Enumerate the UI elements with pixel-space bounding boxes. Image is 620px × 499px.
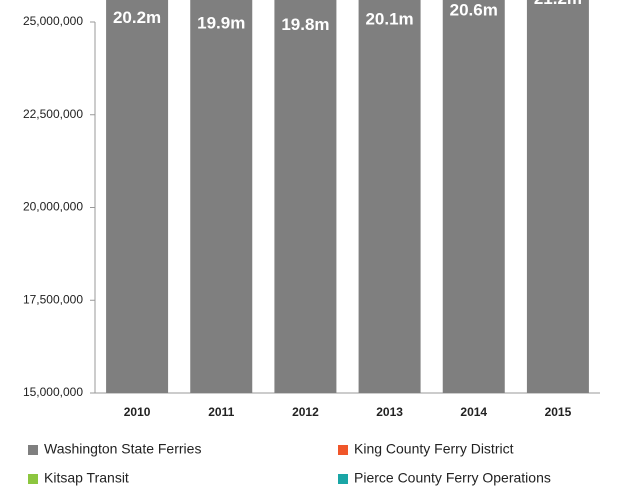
- x-tick-label: 2014: [460, 405, 487, 419]
- bar-segment: [358, 0, 421, 394]
- y-tick-label: 17,500,000: [23, 292, 83, 306]
- y-tick-label: 20,000,000: [23, 200, 83, 214]
- legend-label: King County Ferry District: [354, 441, 514, 457]
- x-tick-label: 2013: [376, 405, 403, 419]
- legend-swatch: [28, 445, 38, 455]
- data-label: 20.6m: [450, 0, 498, 19]
- x-tick-label: 2010: [124, 405, 151, 419]
- legend-label: Pierce County Ferry Operations: [354, 470, 551, 486]
- bar-segment: [274, 0, 337, 394]
- legend-label: Washington State Ferries: [44, 441, 201, 457]
- legend-label: Kitsap Transit: [44, 470, 129, 486]
- y-tick-label: 25,000,000: [23, 14, 83, 28]
- bar-segment: [106, 0, 169, 393]
- legend-swatch: [338, 474, 348, 484]
- x-tick-label: 2011: [208, 405, 234, 419]
- y-tick-label: 22,500,000: [23, 107, 83, 121]
- y-tick-label: 15,000,000: [23, 385, 83, 399]
- bar-segment: [526, 0, 589, 394]
- legend-swatch: [338, 445, 348, 455]
- data-label: 19.9m: [197, 13, 245, 32]
- data-label: 21.2m: [534, 0, 582, 8]
- data-label: 20.1m: [365, 10, 413, 29]
- data-label: 20.2m: [113, 8, 161, 27]
- x-tick-label: 2015: [545, 405, 572, 419]
- legend-swatch: [28, 474, 38, 484]
- data-label: 19.8m: [281, 15, 329, 34]
- bar-segment: [442, 0, 505, 393]
- bar-segment: [190, 0, 253, 393]
- x-tick-label: 2012: [292, 405, 319, 419]
